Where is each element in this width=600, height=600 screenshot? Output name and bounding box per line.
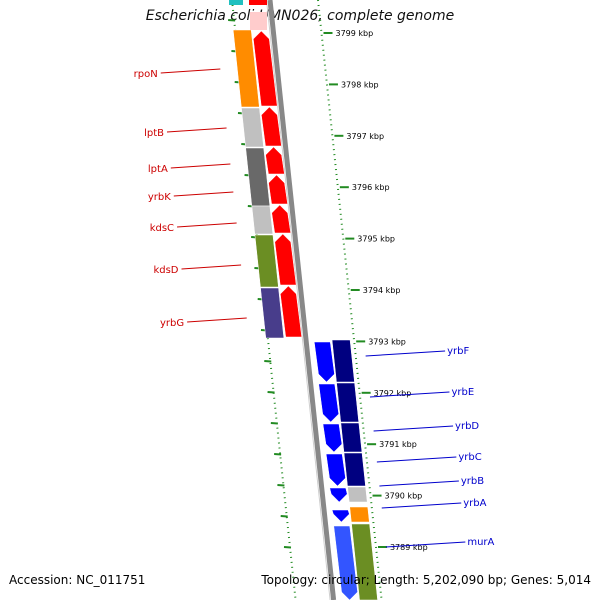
forward-arrow: [253, 30, 278, 107]
map-title: Escherichia coli UMN026, complete genome: [145, 8, 455, 24]
ruler-tick-label: 3796 kbp: [352, 183, 390, 192]
cog-block-yrbG: [260, 287, 285, 339]
forward-arrow: [265, 146, 285, 175]
cog-block-lptB: [241, 107, 264, 148]
ruler-tick-label: 3799 kbp: [335, 29, 373, 38]
reverse-arrow: [322, 423, 343, 453]
gene-label-murA: murA: [467, 537, 494, 548]
minor-tick: [228, 19, 236, 22]
gene-leader-yrbC: [376, 456, 457, 463]
forward-arrow-partial: [249, 0, 267, 5]
gene-leader-lptA: [170, 163, 231, 169]
gene-leader-yrbE: [369, 391, 450, 398]
reverse-arrow: [313, 341, 335, 383]
genome-summary: Topology: circular; Length: 5,202,090 bp…: [261, 573, 591, 587]
forward-arrow-faded: [250, 12, 267, 30]
gene-leader-murA: [385, 541, 466, 548]
cog-block-yrbB: [347, 486, 368, 503]
backbone-highlight: [266, 0, 331, 600]
minor-tick: [264, 360, 272, 363]
gene-leader-lptB: [166, 127, 227, 133]
reverse-arrow: [329, 487, 348, 503]
gene-label-yrbK: yrbK: [148, 192, 171, 203]
minor-tick: [283, 546, 292, 549]
cog-block-partial: [229, 0, 243, 5]
forward-arrow: [268, 174, 288, 205]
cog-block-rpoN: [232, 29, 260, 108]
reverse-arrow: [318, 383, 339, 423]
reverse-arrow: [333, 525, 358, 600]
cog-block-yrbD: [340, 422, 363, 453]
forward-arrow: [280, 285, 303, 338]
gene-label-yrbE: yrbE: [451, 387, 474, 398]
cog-block-yrbF: [331, 339, 355, 383]
ruler-tick-label: 3794 kbp: [363, 286, 401, 295]
minor-tick: [274, 453, 282, 456]
gene-label-rpoN: rpoN: [134, 69, 158, 80]
gene-label-yrbB: yrbB: [461, 476, 484, 487]
cog-block-yrbE: [336, 382, 360, 423]
gene-leader-yrbK: [173, 191, 234, 197]
ruler-tick-label: 3793 kbp: [368, 337, 406, 346]
forward-arrow: [274, 233, 297, 286]
outer-tick-ring: [317, 0, 383, 600]
reverse-arrow: [325, 453, 346, 487]
ruler-tick-label: 3791 kbp: [379, 440, 417, 449]
gene-label-kdsD: kdsD: [153, 265, 178, 276]
ruler-tick-label: 3792 kbp: [374, 389, 412, 398]
gene-label-yrbC: yrbC: [458, 452, 481, 463]
minor-tick: [277, 484, 285, 487]
gene-label-lptA: lptA: [148, 164, 168, 175]
cog-block-kdsC: [251, 205, 274, 235]
minor-tick: [280, 515, 288, 518]
gene-leader-yrbG: [187, 317, 247, 323]
gene-leader-yrbA: [381, 502, 462, 509]
gene-leader-kdsD: [181, 264, 242, 270]
ruler-tick-label: 3789 kbp: [390, 543, 428, 552]
ruler-tick-label: 3798 kbp: [341, 80, 379, 89]
minor-tick: [267, 391, 275, 394]
minor-tick: [270, 422, 278, 425]
ruler-tick-label: 3797 kbp: [346, 132, 384, 141]
gene-leader-yrbF: [365, 350, 446, 357]
cog-block-murA: [351, 523, 378, 600]
gene-label-yrbD: yrbD: [455, 421, 479, 432]
gene-label-kdsC: kdsC: [150, 223, 174, 234]
gene-leader-rpoN: [160, 68, 221, 74]
reverse-arrow: [331, 509, 350, 523]
cog-block-yrbA: [349, 506, 370, 523]
ruler-tick-label: 3795 kbp: [357, 235, 395, 244]
forward-arrow: [271, 204, 291, 234]
gene-leader-kdsC: [177, 222, 237, 228]
gene-label-yrbA: yrbA: [463, 498, 486, 509]
gene-leader-yrbD: [373, 425, 454, 432]
accession-label: Accession: NC_011751: [9, 573, 146, 587]
gene-label-yrbG: yrbG: [160, 318, 184, 329]
gene-label-lptB: lptB: [144, 128, 164, 139]
backbone-line: [267, 0, 337, 600]
gene-label-yrbF: yrbF: [447, 346, 469, 357]
gene-leader-yrbB: [379, 480, 459, 487]
cog-block-kdsD: [254, 234, 279, 288]
forward-arrow: [261, 106, 282, 147]
ruler-tick-label: 3790 kbp: [385, 492, 423, 501]
cog-block-yrbC: [343, 452, 366, 487]
